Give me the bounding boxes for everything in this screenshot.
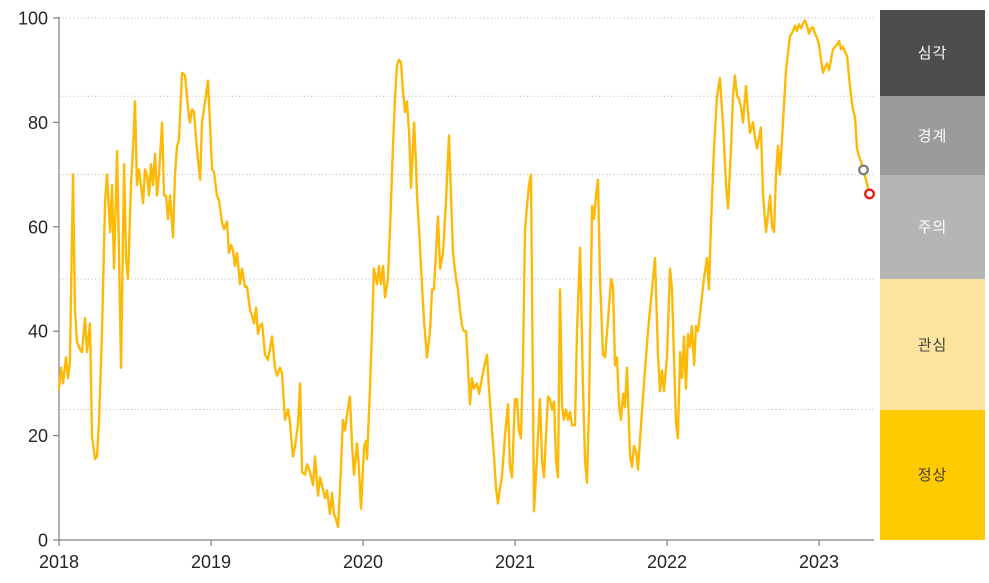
x-axis-label-2022: 2022	[647, 552, 687, 572]
x-axis-label-2023: 2023	[799, 552, 839, 572]
y-axis-label-80: 80	[28, 113, 48, 133]
marker-latest	[864, 188, 875, 200]
marker-previous	[858, 164, 869, 176]
y-axis-label-20: 20	[28, 426, 48, 446]
y-axis-label-100: 100	[18, 9, 48, 29]
x-axis-label-2019: 2019	[191, 552, 231, 572]
x-axis-label-2020: 2020	[343, 552, 383, 572]
x-axis-label-2021: 2021	[495, 552, 535, 572]
y-axis-label-60: 60	[28, 217, 48, 237]
index-line	[57, 19, 871, 529]
y-axis-label-40: 40	[28, 322, 48, 342]
x-axis-label-2018: 2018	[39, 552, 79, 572]
y-axis-label-0: 0	[38, 531, 48, 551]
